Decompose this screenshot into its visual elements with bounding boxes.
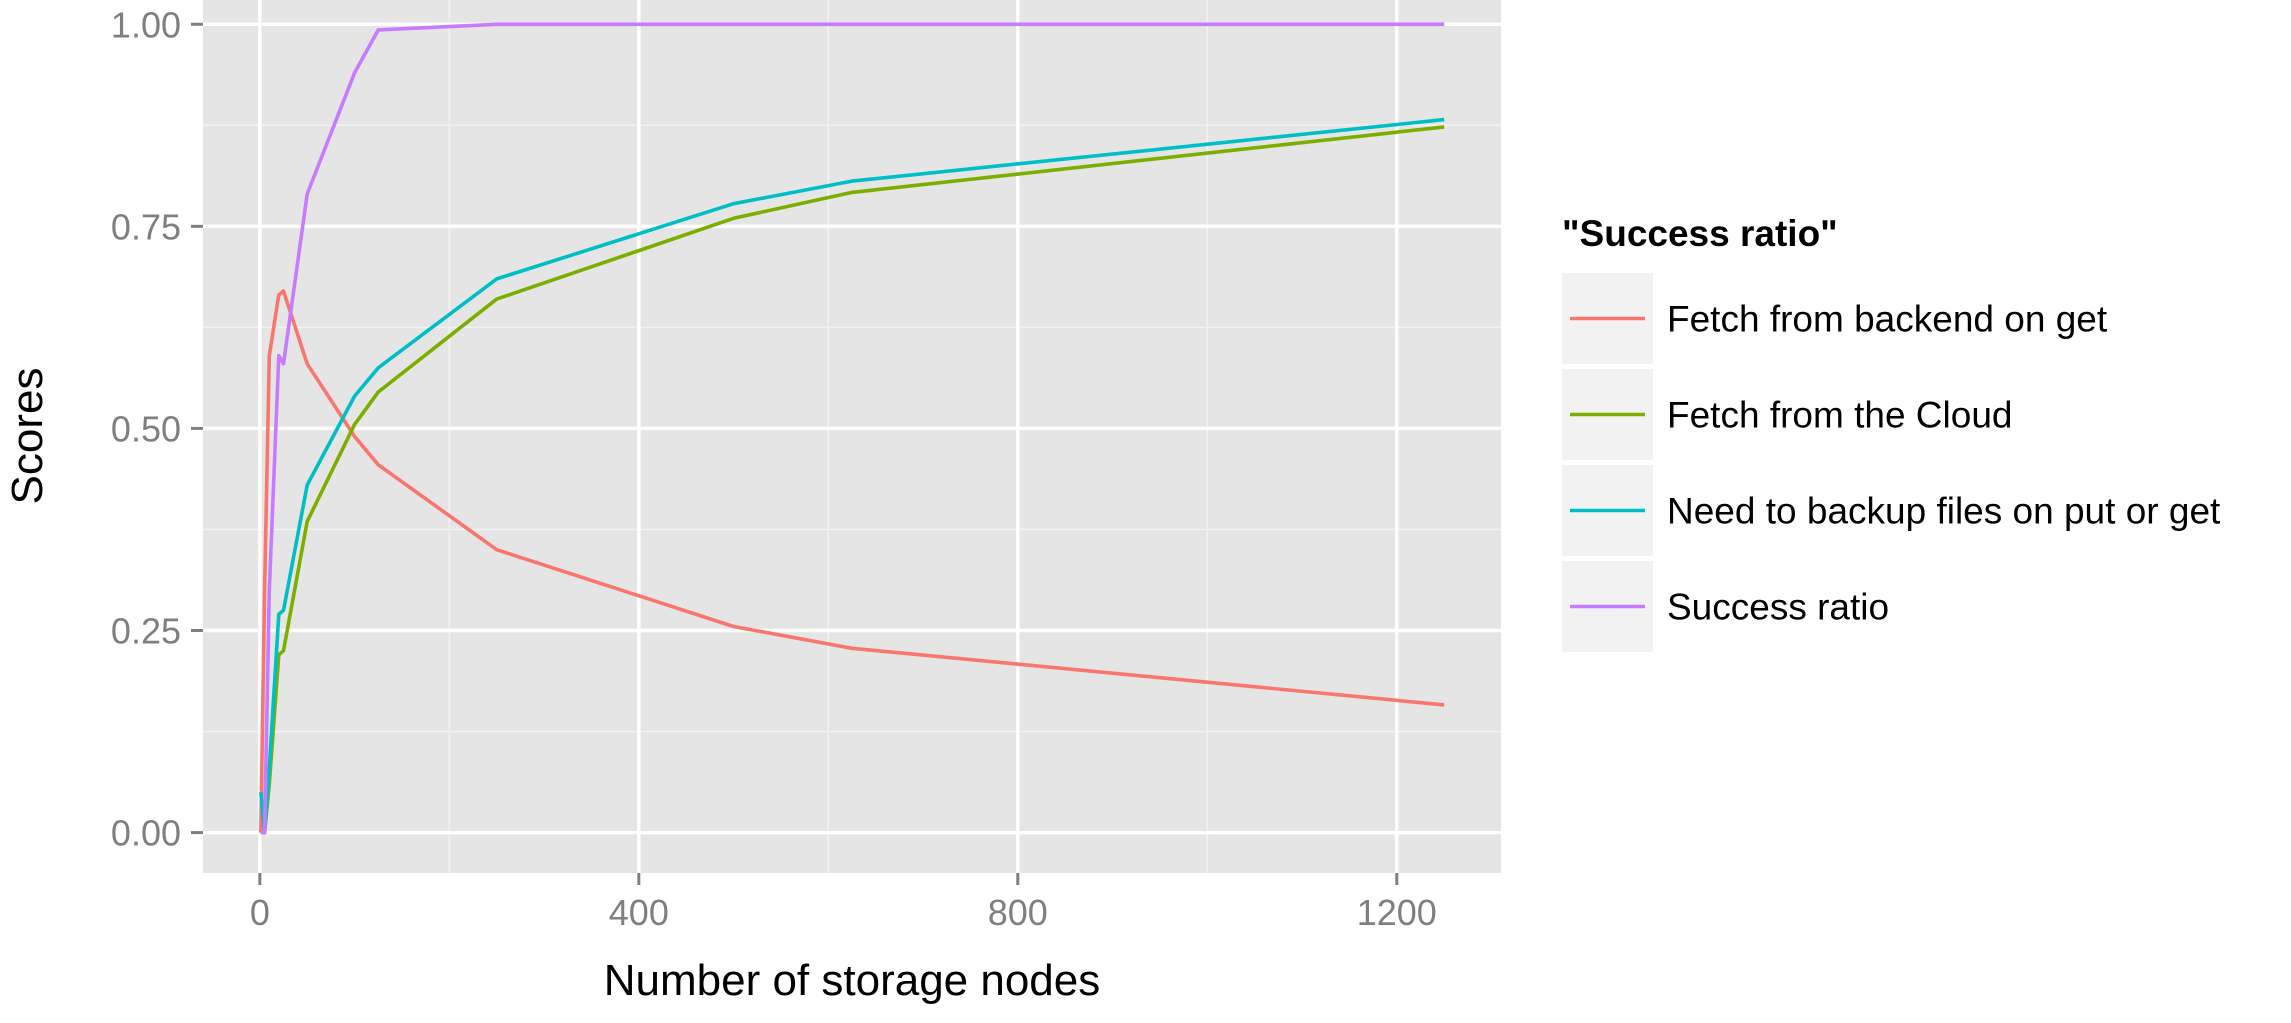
- x-tick-label: 0: [250, 892, 270, 933]
- series-lines: [259, 22, 1445, 835]
- legend-item-label: Success ratio: [1667, 587, 1889, 628]
- y-tick-label: 0.50: [111, 408, 181, 449]
- x-axis-label: Number of storage nodes: [604, 956, 1101, 1005]
- y-tick-label: 0.75: [111, 206, 181, 247]
- legend-item-label: Fetch from backend on get: [1667, 299, 2108, 340]
- y-tick-label: 0.25: [111, 611, 181, 652]
- legend-title: "Success ratio": [1562, 213, 1838, 254]
- y-axis-label: Scores: [3, 368, 52, 505]
- x-axis: 0 400 800 1200: [250, 873, 1437, 933]
- x-tick-label: 800: [988, 892, 1048, 933]
- series-line-fetch-from-backend-on-get: [259, 289, 1445, 833]
- x-tick-label: 400: [609, 892, 669, 933]
- legend-items: Fetch from backend on get Fetch from the …: [1562, 273, 2221, 652]
- major-gridlines: [203, 0, 1501, 873]
- legend-item-label: Need to backup files on put or get: [1667, 491, 2221, 532]
- y-axis: 0.00 0.25 0.50 0.75 1.00: [111, 4, 203, 854]
- series-line-success-ratio: [260, 22, 1445, 835]
- y-tick-label: 1.00: [111, 4, 181, 45]
- y-tick-label: 0.00: [111, 813, 181, 854]
- series-line-need-to-backup-files-on-put-or-get: [259, 117, 1445, 835]
- legend-item-label: Fetch from the Cloud: [1667, 395, 2012, 436]
- plot-panel: [203, 0, 1501, 873]
- legend: "Success ratio" Fetch from backend on ge…: [1562, 213, 2221, 652]
- x-tick-label: 1200: [1357, 892, 1437, 933]
